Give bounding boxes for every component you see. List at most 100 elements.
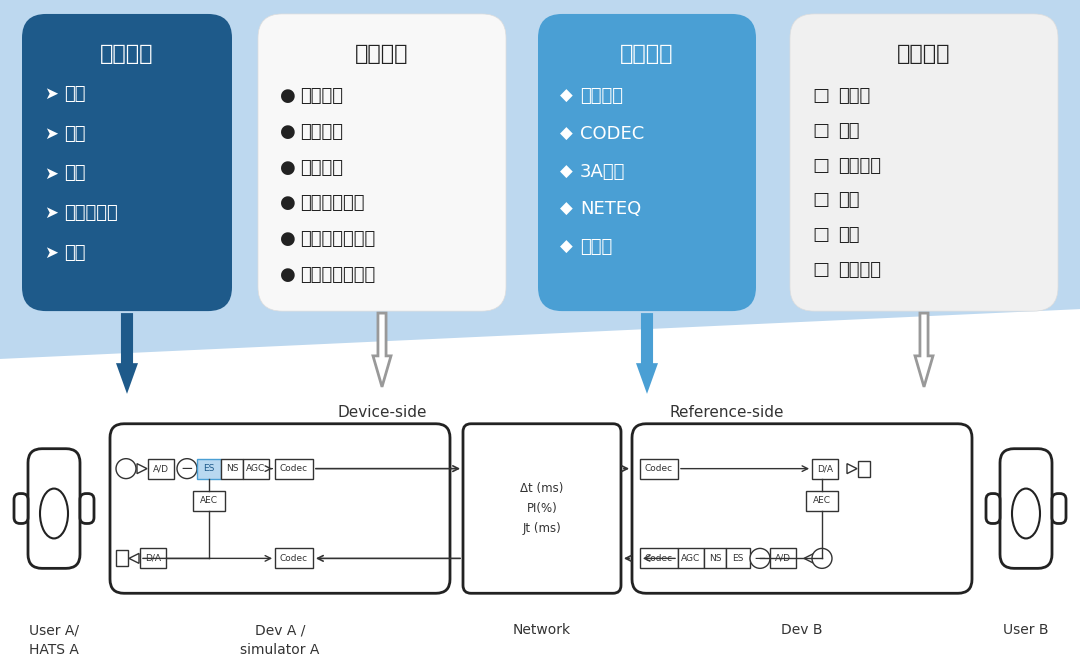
Bar <box>116 550 129 566</box>
Polygon shape <box>636 313 658 394</box>
Text: 链路影响: 链路影响 <box>620 44 674 64</box>
Circle shape <box>177 459 197 479</box>
Text: 3A处理: 3A处理 <box>580 163 625 180</box>
Text: −: − <box>180 461 193 476</box>
Text: 带宽限制: 带宽限制 <box>838 157 881 174</box>
Text: □: □ <box>812 226 829 244</box>
Ellipse shape <box>40 489 68 538</box>
Bar <box>726 548 750 568</box>
Text: 移动: 移动 <box>64 244 85 262</box>
FancyBboxPatch shape <box>258 14 507 311</box>
Bar <box>193 491 225 511</box>
FancyBboxPatch shape <box>28 449 80 568</box>
Text: ES: ES <box>203 464 215 473</box>
FancyBboxPatch shape <box>986 494 1000 523</box>
Text: 网络切换: 网络切换 <box>838 261 881 279</box>
Bar <box>678 548 704 568</box>
Text: Codec: Codec <box>280 554 308 563</box>
Text: A/D: A/D <box>153 464 168 473</box>
Text: Reference-side: Reference-side <box>670 405 784 420</box>
Text: ➤: ➤ <box>44 244 58 262</box>
Text: Codec: Codec <box>280 464 308 473</box>
FancyBboxPatch shape <box>538 14 756 311</box>
Text: 数模转换: 数模转换 <box>580 87 623 105</box>
Text: ◆: ◆ <box>561 200 572 218</box>
Text: 播放问题: 播放问题 <box>300 159 343 176</box>
Circle shape <box>812 548 832 568</box>
Bar <box>243 459 269 479</box>
Text: ➤: ➤ <box>44 165 58 182</box>
Text: ●: ● <box>280 230 296 248</box>
Polygon shape <box>129 553 139 563</box>
Text: Δt (ms)
PI(%)
Jt (ms): Δt (ms) PI(%) Jt (ms) <box>521 482 564 535</box>
Text: ◆: ◆ <box>561 87 572 105</box>
Text: ●: ● <box>280 194 296 212</box>
Text: □: □ <box>812 191 829 209</box>
Text: A/D: A/D <box>775 554 791 563</box>
Text: 回声: 回声 <box>64 165 85 182</box>
Text: D/A: D/A <box>816 464 833 473</box>
Text: NS: NS <box>708 554 721 563</box>
Polygon shape <box>0 309 1080 419</box>
Text: Device-side: Device-side <box>337 405 427 420</box>
Text: 网络影响: 网络影响 <box>897 44 950 64</box>
Text: Codec: Codec <box>645 554 673 563</box>
Bar <box>275 548 313 568</box>
Text: ●: ● <box>280 159 296 176</box>
FancyBboxPatch shape <box>22 14 232 311</box>
Text: AEC: AEC <box>200 496 218 505</box>
Text: ◆: ◆ <box>561 238 572 256</box>
Text: 乱序: 乱序 <box>838 226 860 244</box>
Text: Dev B: Dev B <box>781 623 823 637</box>
Text: CODEC: CODEC <box>580 125 645 143</box>
Text: ●: ● <box>280 87 296 105</box>
Text: □: □ <box>812 157 829 174</box>
FancyBboxPatch shape <box>110 424 450 593</box>
Text: NETEQ: NETEQ <box>580 200 642 218</box>
Circle shape <box>116 459 136 479</box>
FancyBboxPatch shape <box>632 424 972 593</box>
Text: D/A: D/A <box>145 554 161 563</box>
Text: ◆: ◆ <box>561 163 572 180</box>
Bar <box>704 548 726 568</box>
Text: ES: ES <box>732 554 744 563</box>
Text: User A/
HATS A: User A/ HATS A <box>29 623 79 657</box>
Text: 丢包: 丢包 <box>838 122 860 140</box>
Text: −: − <box>754 551 767 566</box>
Ellipse shape <box>1012 489 1040 538</box>
Bar <box>197 459 221 479</box>
Bar <box>812 459 838 479</box>
Text: ◆: ◆ <box>561 125 572 143</box>
FancyBboxPatch shape <box>80 494 94 523</box>
Circle shape <box>750 548 770 568</box>
Bar <box>806 491 838 511</box>
Polygon shape <box>847 464 858 474</box>
Text: 抖动: 抖动 <box>838 191 860 209</box>
Bar <box>640 459 678 479</box>
Bar <box>140 548 166 568</box>
Bar <box>0 0 1080 419</box>
Text: Codec: Codec <box>645 464 673 473</box>
Text: ➤: ➤ <box>44 125 58 143</box>
Text: 噪声: 噪声 <box>64 85 85 103</box>
Bar <box>770 548 796 568</box>
Text: Dev A /
simulator A: Dev A / simulator A <box>241 623 320 657</box>
Bar <box>148 459 174 479</box>
Text: 距离和方位: 距离和方位 <box>64 204 118 222</box>
Text: AGC: AGC <box>681 554 701 563</box>
Bar <box>640 548 678 568</box>
Text: □: □ <box>812 261 829 279</box>
Bar <box>858 461 870 477</box>
Text: ●: ● <box>280 123 296 141</box>
Text: ➤: ➤ <box>44 204 58 222</box>
Bar <box>221 459 243 479</box>
Text: 硬件影响: 硬件影响 <box>355 44 408 64</box>
Text: 高延迟: 高延迟 <box>838 87 870 105</box>
Polygon shape <box>373 313 391 387</box>
Text: 设备底噪: 设备底噪 <box>300 87 343 105</box>
Text: NS: NS <box>226 464 239 473</box>
Text: 音量大小不统一: 音量大小不统一 <box>300 230 375 248</box>
Bar <box>0 394 1080 664</box>
Polygon shape <box>137 464 147 474</box>
Text: 采集问题: 采集问题 <box>300 123 343 141</box>
